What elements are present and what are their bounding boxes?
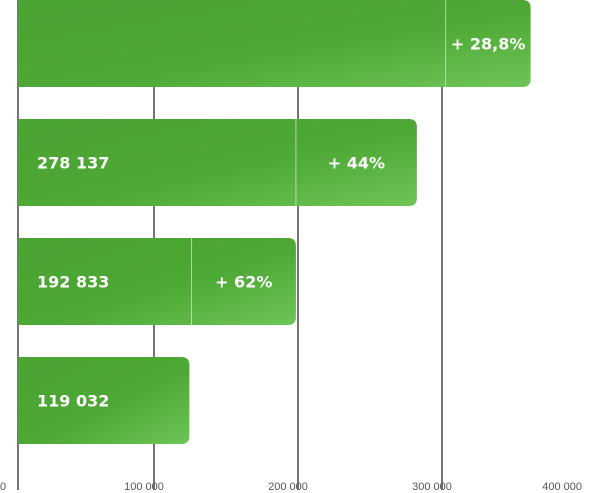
bar-increase-label: + 62%: [215, 273, 272, 292]
x-tick-label: 200 000: [268, 481, 308, 493]
bar: [18, 238, 296, 325]
x-tick-label: 100 000: [124, 481, 164, 493]
bar: [18, 119, 417, 206]
bar-value-label: 278 137: [37, 154, 109, 173]
bar-value-label: 119 032: [37, 392, 109, 411]
bar-increase-label: + 28,8%: [451, 35, 525, 54]
x-tick-label: 0: [0, 481, 6, 493]
bar-value-label: 192 833: [37, 273, 109, 292]
bar-increase-label: + 44%: [328, 154, 385, 173]
bar: [18, 357, 190, 444]
bars-group: + 28,8% + 44% 278 137 + 62% 192 833 119 032: [18, 0, 531, 444]
x-tick-label: 300 000: [412, 481, 452, 493]
bar: [18, 0, 531, 87]
x-tick-label: 400 000: [542, 481, 582, 493]
x-axis-ticks: 0 100 000 200 000 300 000 400 000: [0, 481, 582, 493]
